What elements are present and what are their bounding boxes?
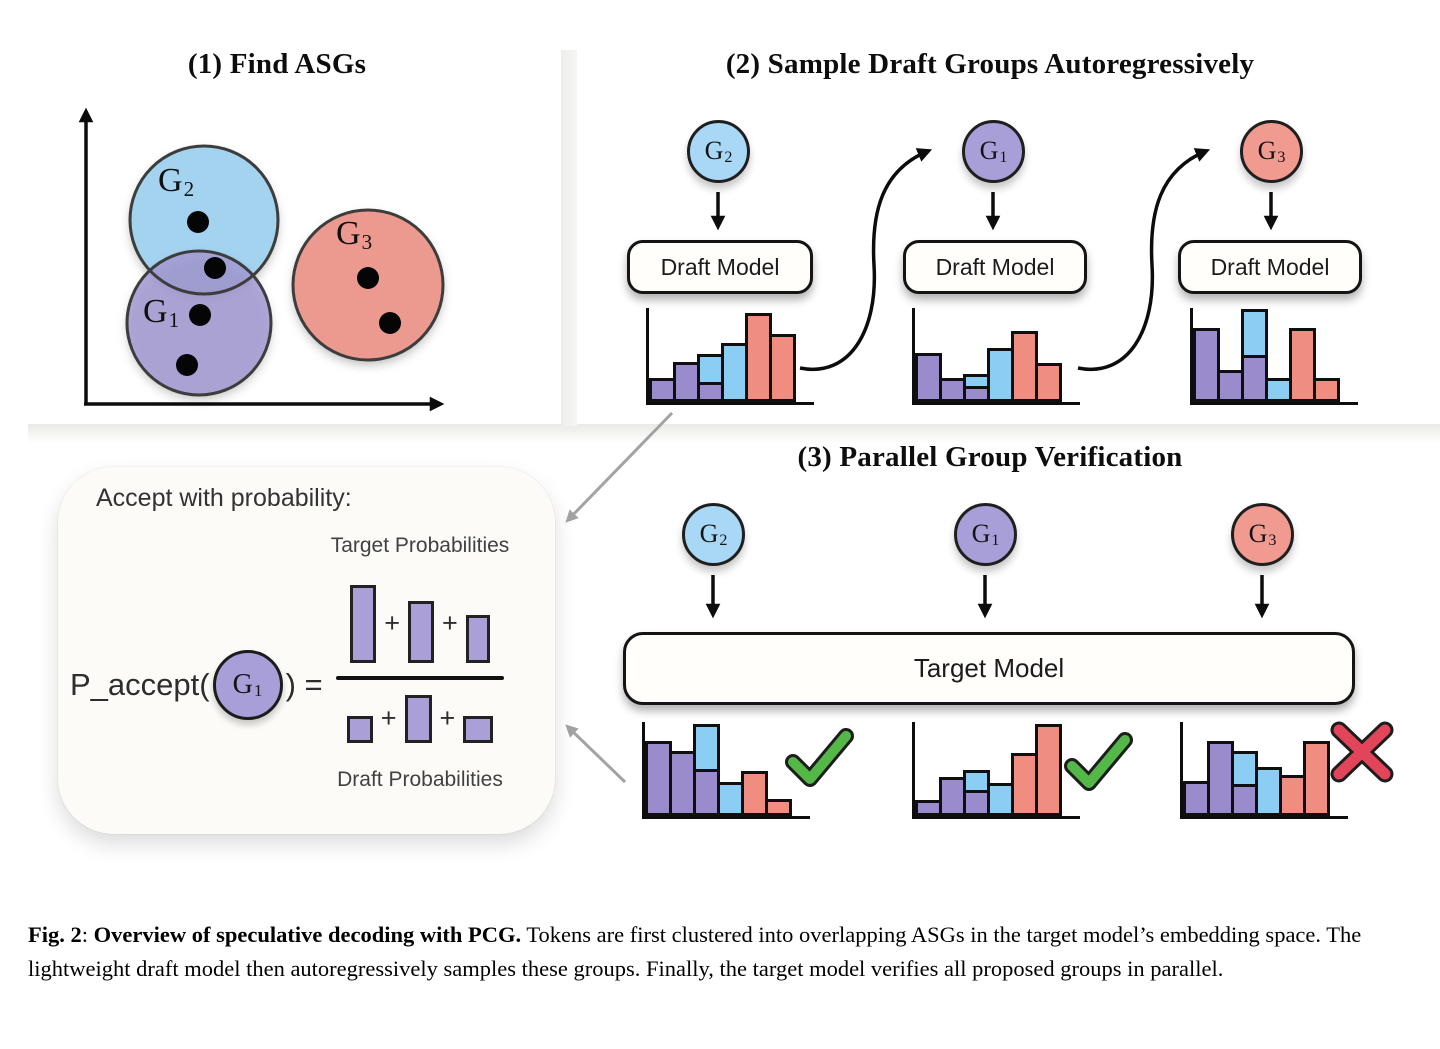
down-arrow-icons-draft	[710, 192, 1279, 231]
caption-bold-title: Overview of speculative decoding with PC…	[93, 922, 522, 947]
histogram-bar	[745, 313, 772, 402]
histogram-bar	[1035, 724, 1062, 816]
fraction-line	[336, 676, 504, 680]
formula-group-node-g1: G1	[212, 650, 283, 720]
accept-heading: Accept with probability:	[96, 484, 352, 512]
histogram-bar	[645, 741, 672, 816]
draft-probability-histogram-2	[912, 308, 1080, 405]
caption-fig-label: Fig. 2	[28, 922, 82, 947]
caption-body: Tokens are first clustered into overlapp…	[28, 922, 1362, 981]
histogram-bar	[769, 334, 796, 402]
panel2-title: (2) Sample Draft Groups Autoregressively	[725, 48, 1255, 80]
horizontal-divider	[28, 424, 1440, 446]
histogram-bar	[697, 354, 724, 402]
target-probabilities-label: Target Probabilities	[330, 534, 510, 557]
group-node-g1: G1	[954, 503, 1017, 566]
histogram-bar	[1011, 753, 1038, 816]
cluster-label-g3: G3	[336, 215, 373, 254]
verified-probability-histogram-3	[1180, 722, 1348, 819]
draft-probability-histogram-1	[646, 308, 814, 405]
probability-bar	[408, 601, 434, 663]
probability-bar	[404, 695, 432, 743]
histogram-bar	[741, 771, 768, 816]
plus-sign: +	[384, 607, 400, 638]
probability-bar	[463, 716, 494, 743]
panel3-title: (3) Parallel Group Verification	[797, 441, 1183, 473]
histogram-bar	[939, 777, 966, 816]
histogram-bar	[1183, 781, 1210, 816]
target-model-box: Target Model	[623, 632, 1355, 705]
probability-bar	[350, 585, 377, 663]
histogram-bar	[1303, 741, 1330, 816]
histogram-bar	[649, 378, 676, 402]
histogram-bar	[721, 343, 748, 402]
histogram-bar	[1217, 370, 1244, 402]
group-node-g3: G3	[1231, 503, 1294, 566]
plus-sign: +	[442, 607, 458, 638]
plus-sign: +	[439, 702, 456, 733]
down-arrow-icons-target	[705, 575, 1270, 619]
plus-sign: +	[380, 702, 397, 733]
histogram-bar	[1241, 309, 1268, 402]
histogram-bar	[1289, 328, 1316, 402]
histogram-bar	[987, 783, 1014, 816]
histogram-bar	[673, 362, 700, 402]
histogram-bar	[963, 770, 990, 816]
histogram-bar	[765, 799, 792, 816]
draft-model-box: Draft Model	[1178, 240, 1362, 294]
histogram-bar	[1255, 767, 1282, 816]
histogram-bar	[963, 374, 990, 402]
formula-suffix: ) =	[285, 667, 323, 702]
draft-model-box: Draft Model	[627, 240, 813, 294]
draft-probabilities-label: Draft Probabilities	[337, 768, 503, 791]
group-node-g1: G1	[962, 120, 1025, 183]
probability-bar	[346, 716, 373, 743]
probability-bar	[465, 615, 490, 663]
histogram-bar	[1193, 328, 1220, 402]
figure-caption: Fig. 2: Overview of speculative decoding…	[28, 922, 1362, 981]
histogram-bar	[939, 378, 966, 402]
histogram-bar	[1035, 363, 1062, 402]
histogram-bar	[1313, 378, 1340, 402]
histogram-bar	[1011, 331, 1038, 402]
target-probability-bars: + +	[350, 583, 490, 663]
histogram-bar	[915, 800, 942, 816]
embedding-axes-icon	[78, 107, 445, 412]
histogram-bar	[987, 348, 1014, 402]
acceptance-fraction: + + + +	[336, 583, 504, 743]
vertical-divider	[561, 50, 577, 426]
group-node-g2: G2	[682, 503, 745, 566]
formula-prefix: P_accept(	[70, 667, 210, 702]
panel1-title: (1) Find ASGs	[187, 48, 367, 80]
histogram-bar	[1279, 775, 1306, 816]
draft-probability-bars: + +	[346, 693, 494, 743]
draft-probability-histogram-3	[1190, 308, 1358, 405]
p-accept-formula: P_accept( G1 ) =	[70, 645, 323, 725]
histogram-bar	[693, 724, 720, 816]
group-node-g3: G3	[1240, 120, 1303, 183]
cluster-label-g1: G1	[143, 293, 180, 332]
draft-model-box: Draft Model	[903, 240, 1087, 294]
histogram-bar	[1207, 741, 1234, 816]
histogram-bar	[915, 353, 942, 402]
histogram-bar	[1231, 751, 1258, 816]
cluster-label-g2: G2	[158, 162, 195, 201]
histogram-bar	[717, 782, 744, 816]
group-node-g2: G2	[687, 120, 750, 183]
histogram-bar	[1265, 378, 1292, 402]
histogram-bar	[669, 751, 696, 816]
verified-probability-histogram-2	[912, 722, 1080, 819]
verified-probability-histogram-1	[642, 722, 810, 819]
